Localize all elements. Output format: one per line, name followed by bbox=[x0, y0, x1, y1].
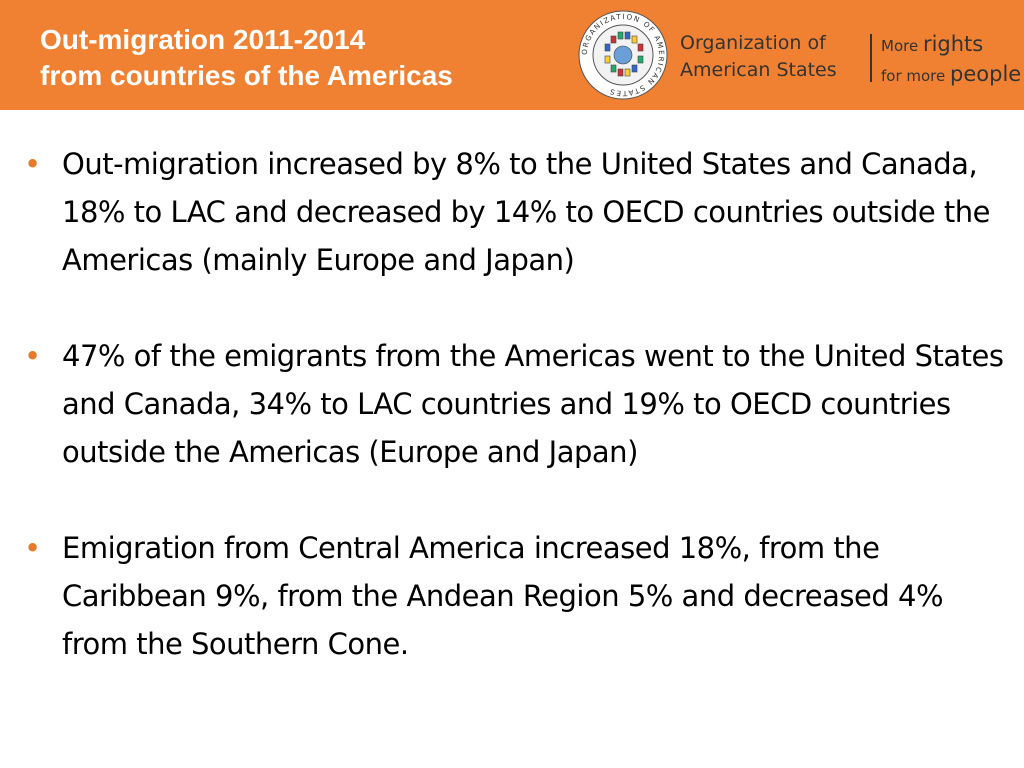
slide-title: Out-migration 2011-2014 from countries o… bbox=[40, 22, 453, 94]
slogan-people: people bbox=[950, 62, 1022, 86]
bullet-text: Emigration from Central America increase… bbox=[62, 531, 944, 661]
oas-seal-icon: ORGANIZATION OF AMERICAN STATES bbox=[578, 10, 668, 100]
org-name: Organization of American States bbox=[680, 30, 837, 84]
org-name-line-1: Organization of bbox=[680, 32, 826, 54]
header-banner: Out-migration 2011-2014 from countries o… bbox=[0, 0, 1024, 110]
bullet-marker-icon: • bbox=[24, 339, 41, 373]
title-line-1: Out-migration 2011-2014 bbox=[40, 24, 366, 55]
org-name-line-2: American States bbox=[680, 59, 837, 81]
bullet-marker-icon: • bbox=[24, 531, 41, 565]
bullet-list: • Out-migration increased by 8% to the U… bbox=[22, 140, 1012, 716]
bullet-item: • Emigration from Central America increa… bbox=[22, 524, 1012, 668]
bullet-item: • Out-migration increased by 8% to the U… bbox=[22, 140, 1012, 284]
bullet-text: 47% of the emigrants from the Americas w… bbox=[62, 339, 1004, 469]
bullet-marker-icon: • bbox=[24, 147, 41, 181]
bullet-text: Out-migration increased by 8% to the Uni… bbox=[62, 147, 991, 277]
slogan-more: More bbox=[881, 37, 923, 55]
header-divider bbox=[870, 34, 872, 82]
slogan-for-more: for more bbox=[881, 67, 951, 85]
title-line-2: from countries of the Americas bbox=[40, 60, 453, 91]
slogan: More rights for more people bbox=[881, 30, 1021, 90]
bullet-item: • 47% of the emigrants from the Americas… bbox=[22, 332, 1012, 476]
slogan-rights: rights bbox=[922, 32, 984, 56]
